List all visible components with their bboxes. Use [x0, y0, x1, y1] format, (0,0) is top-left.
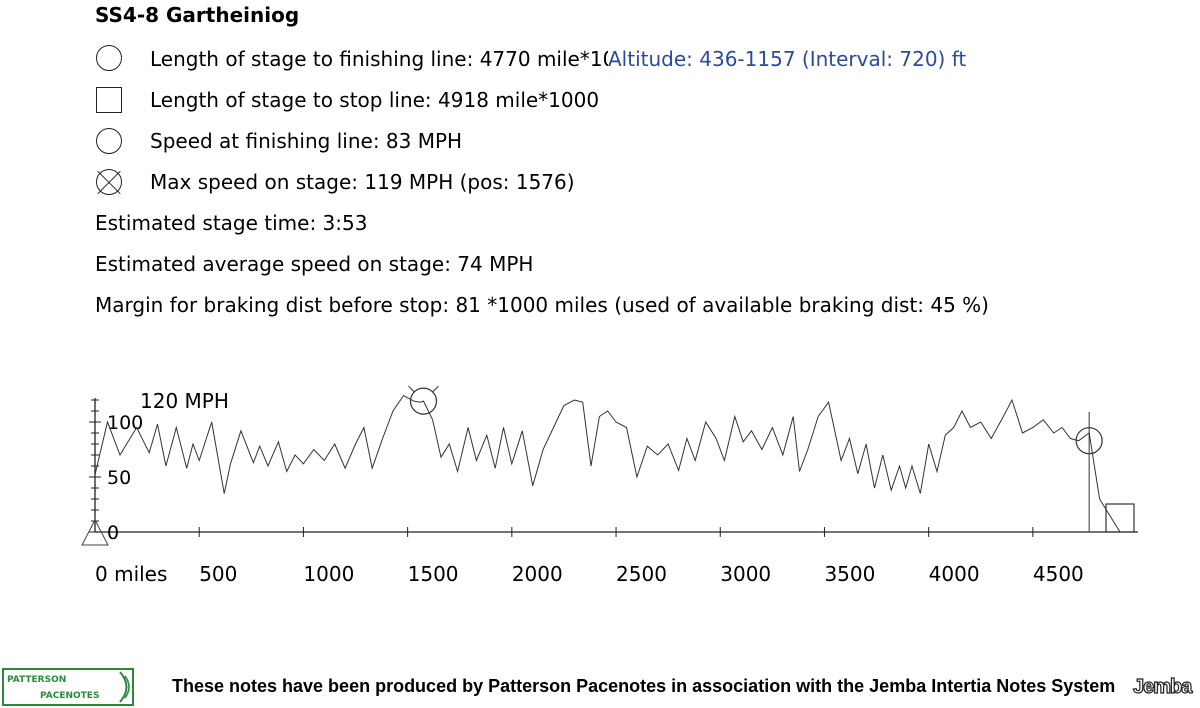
x-tick-label: 3000: [720, 562, 771, 586]
logo-line2: PACENOTES: [40, 691, 99, 701]
finish-speed-text: Speed at finishing line: 83 MPH: [150, 129, 463, 153]
max-speed-marker-tick: [408, 385, 415, 393]
max-speed-marker-tick: [432, 385, 439, 393]
x-tick-label: 4000: [929, 562, 980, 586]
circle-icon: [96, 45, 122, 71]
stop-marker: [1105, 503, 1135, 533]
y-tick-label: 100: [107, 412, 143, 434]
start-marker: [81, 518, 109, 546]
x-tick-label: 0 miles: [95, 562, 167, 586]
y-tick-label: 0: [107, 522, 119, 544]
altitude-text: Altitude: 436-1157 (Interval: 720) ft: [608, 47, 967, 71]
x-tick-label: 1500: [408, 562, 459, 586]
x-tick-label: 2000: [512, 562, 563, 586]
patterson-pacenotes-logo: PATTERSON PACENOTES: [2, 668, 134, 706]
logo-line1: PATTERSON: [7, 675, 66, 685]
stop-length-text: Length of stage to stop line: 4918 mile*…: [150, 88, 600, 112]
average-speed-text: Estimated average speed on stage: 74 MPH: [95, 252, 534, 276]
finish-marker: [1075, 427, 1103, 455]
y-tick-label: 50: [107, 467, 131, 489]
max-speed-text: Max speed on stage: 119 MPH (pos: 1576): [150, 170, 575, 194]
speed-series-line: [94, 394, 1121, 533]
braking-margin-text: Margin for braking dist before stop: 81 …: [95, 293, 989, 317]
stage-title: SS4-8 Gartheiniog: [95, 3, 300, 27]
circle-icon: [96, 128, 122, 154]
jemba-logo: Jemba: [1132, 675, 1193, 698]
finish-length-text: Length of stage to finishing line: 4770 …: [150, 47, 608, 71]
max-speed-marker: [409, 387, 438, 415]
x-tick-label: 4500: [1033, 562, 1084, 586]
x-tick-label: 1000: [303, 562, 354, 586]
x-tick-label: 500: [199, 562, 237, 586]
y-max-label: 120 MPH: [140, 389, 229, 413]
x-tick-label: 2500: [616, 562, 667, 586]
stage-time-text: Estimated stage time: 3:53: [95, 211, 368, 235]
crossed-circle-icon: [96, 169, 122, 195]
footer-text: These notes have been produced by Patter…: [172, 676, 1116, 696]
square-icon: [96, 87, 122, 113]
x-tick-label: 3500: [824, 562, 875, 586]
